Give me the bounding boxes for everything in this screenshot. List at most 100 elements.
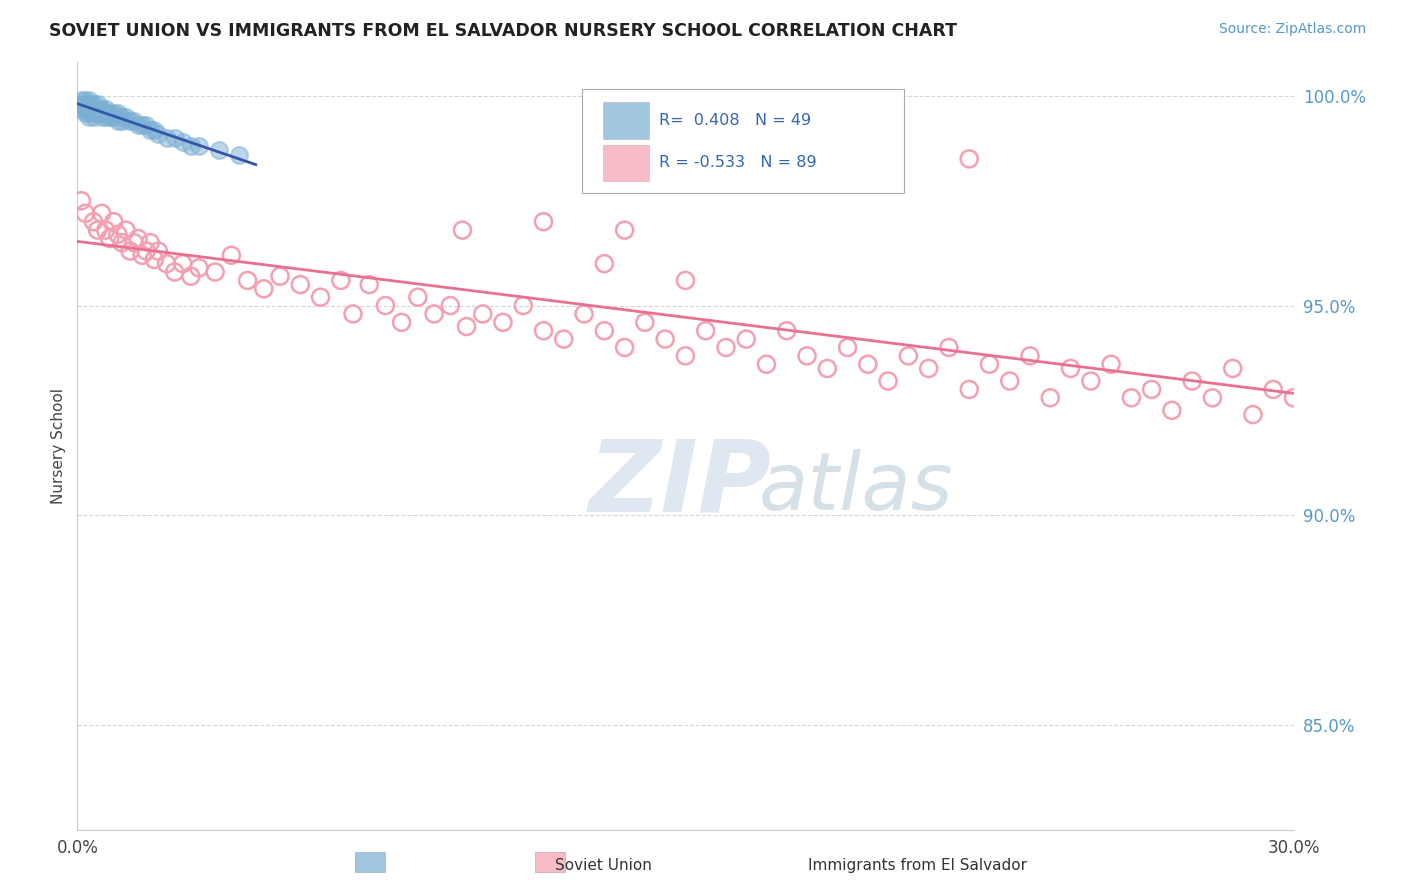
FancyBboxPatch shape: [582, 89, 904, 193]
Point: [70, 97, 93, 112]
Point: [309, 290, 332, 304]
Point: [714, 341, 737, 355]
Point: [1282, 391, 1305, 405]
Text: atlas: atlas: [758, 450, 953, 527]
Point: [122, 114, 145, 128]
Point: [70, 93, 93, 107]
Point: [90, 206, 112, 220]
Point: [94, 102, 117, 116]
Point: [79, 110, 101, 124]
Point: [533, 324, 555, 338]
Point: [83, 102, 105, 116]
Point: [1181, 374, 1204, 388]
Bar: [354, 852, 385, 872]
Point: [796, 131, 818, 145]
Point: [115, 110, 138, 124]
Point: [98, 231, 121, 245]
Point: [342, 307, 364, 321]
Point: [1222, 361, 1244, 376]
Point: [79, 93, 101, 107]
Point: [75, 102, 97, 116]
Point: [837, 341, 859, 355]
Point: [553, 332, 575, 346]
Point: [406, 290, 429, 304]
Point: [359, 277, 381, 292]
Text: ZIP: ZIP: [588, 436, 770, 533]
Point: [1140, 383, 1163, 397]
Bar: [536, 852, 565, 872]
Point: [86, 97, 108, 112]
Point: [172, 135, 194, 149]
Point: [118, 114, 141, 128]
Point: [1099, 357, 1122, 371]
Point: [90, 105, 112, 120]
Point: [139, 235, 162, 250]
Point: [1019, 349, 1042, 363]
Point: [1080, 374, 1102, 388]
Point: [94, 110, 117, 124]
Point: [111, 114, 134, 128]
Point: [1263, 383, 1285, 397]
Point: [111, 110, 134, 124]
Point: [188, 260, 211, 275]
Point: [127, 118, 149, 132]
Point: [135, 118, 157, 132]
Point: [613, 341, 636, 355]
Point: [236, 273, 259, 287]
Point: [180, 269, 202, 284]
Point: [253, 282, 276, 296]
Point: [75, 105, 97, 120]
Point: [1201, 391, 1223, 405]
Point: [471, 307, 494, 321]
Point: [98, 110, 121, 124]
Point: [755, 357, 778, 371]
Point: [83, 105, 105, 120]
Point: [1121, 391, 1143, 405]
Point: [221, 248, 243, 262]
Point: [918, 361, 941, 376]
Point: [492, 315, 515, 329]
Point: [1161, 403, 1184, 417]
Point: [86, 223, 108, 237]
Point: [675, 349, 697, 363]
Point: [94, 223, 117, 237]
Point: [423, 307, 446, 321]
Point: [79, 105, 101, 120]
Point: [75, 206, 97, 220]
Point: [172, 257, 194, 271]
Point: [103, 105, 125, 120]
Point: [79, 97, 101, 112]
Point: [735, 332, 758, 346]
Point: [593, 324, 616, 338]
Point: [979, 357, 1001, 371]
Point: [675, 273, 697, 287]
Point: [86, 105, 108, 120]
Bar: [603, 103, 650, 139]
Point: [204, 265, 226, 279]
Point: [374, 299, 396, 313]
Point: [856, 357, 879, 371]
Point: [957, 152, 980, 166]
Point: [90, 102, 112, 116]
Point: [155, 131, 177, 145]
Point: [83, 215, 105, 229]
Point: [180, 139, 202, 153]
Text: Immigrants from El Salvador: Immigrants from El Salvador: [808, 858, 1028, 872]
Point: [118, 244, 141, 258]
Point: [938, 341, 960, 355]
Text: Soviet Union: Soviet Union: [555, 858, 652, 872]
Y-axis label: Nursery School: Nursery School: [51, 388, 66, 504]
Point: [1241, 408, 1264, 422]
Point: [148, 244, 170, 258]
Point: [107, 105, 129, 120]
Point: [188, 139, 211, 153]
Text: R = -0.533   N = 89: R = -0.533 N = 89: [658, 155, 817, 170]
Point: [163, 265, 186, 279]
Point: [593, 257, 616, 271]
Point: [103, 110, 125, 124]
Point: [143, 122, 166, 136]
Point: [897, 349, 920, 363]
Point: [572, 307, 595, 321]
Bar: [603, 145, 650, 181]
Point: [228, 147, 250, 161]
